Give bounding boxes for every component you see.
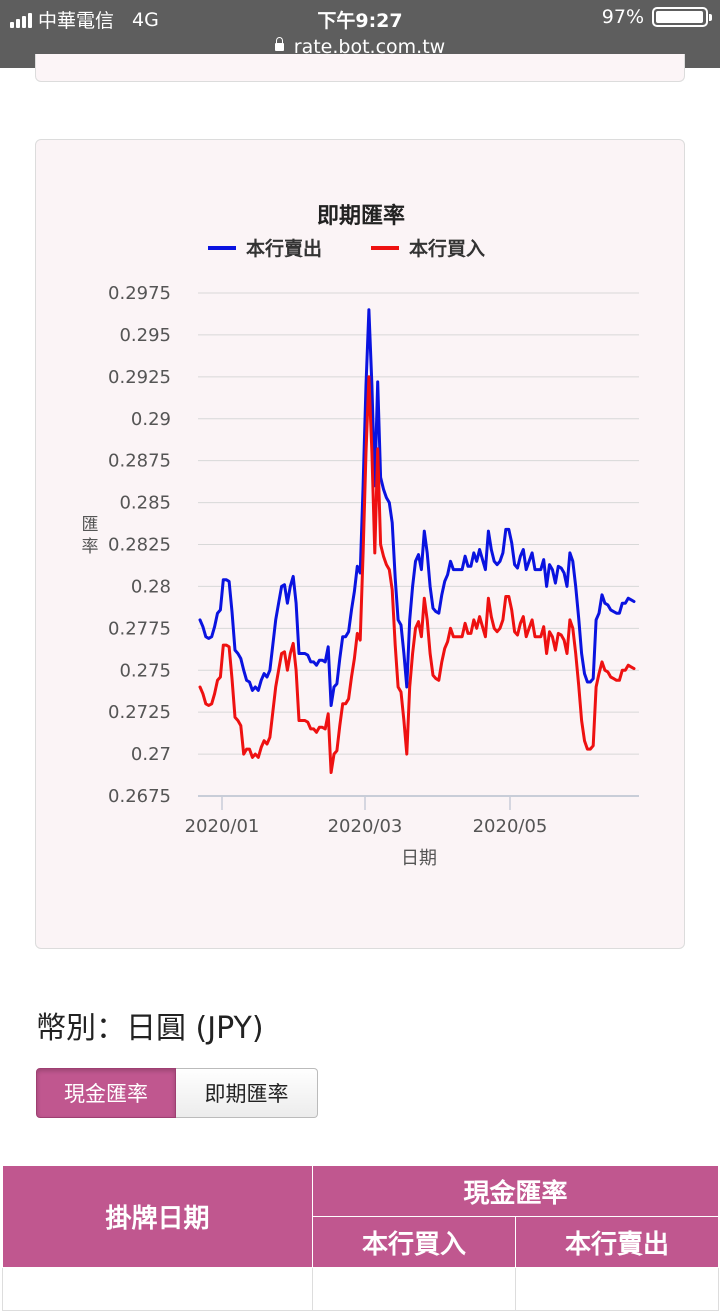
clock: 下午9:27 xyxy=(317,10,403,32)
y-tick-label: 0.27 xyxy=(131,744,171,765)
legend-label-1: 本行賣出 xyxy=(246,237,322,260)
x-tick-label: 2020/05 xyxy=(473,816,548,837)
address-bar[interactable]: rate.bot.com.tw xyxy=(0,36,720,58)
url-text: rate.bot.com.tw xyxy=(293,36,446,58)
y-tick-label: 0.2825 xyxy=(108,535,171,556)
y-tick-label: 0.2875 xyxy=(108,451,171,472)
y-tick-label: 0.2675 xyxy=(108,786,171,807)
battery-icon xyxy=(652,7,712,27)
y-tick-label: 0.275 xyxy=(119,660,171,681)
signal-icon xyxy=(10,12,32,28)
x-axis-label: 日期 xyxy=(401,848,437,869)
previous-card-bottom xyxy=(35,54,685,82)
rate-type-toggle: 現金匯率 即期匯率 xyxy=(36,1068,318,1118)
y-tick-label: 0.2725 xyxy=(108,702,171,723)
y-tick-label: 0.2975 xyxy=(108,283,171,304)
y-tick-label: 0.29 xyxy=(131,409,171,430)
x-tick-label: 2020/01 xyxy=(185,816,260,837)
y-axis-label: 匯率 xyxy=(82,515,99,557)
rates-table: 掛牌日期 現金匯率 本行買入 本行賣出 xyxy=(2,1165,720,1311)
series-line-1 xyxy=(198,308,636,707)
battery-status: 97% xyxy=(601,6,712,28)
carrier: 中華電信 4G xyxy=(10,6,159,33)
battery-fill xyxy=(656,11,703,23)
lock-icon xyxy=(274,36,284,51)
spot-rate-button[interactable]: 即期匯率 xyxy=(176,1068,318,1118)
x-tick-label: 2020/03 xyxy=(328,816,403,837)
y-tick-label: 0.285 xyxy=(119,493,171,514)
chart-card: 即期匯率本行賣出 本行買入 0.2975 0.295 0.2925 0.29 0.2875 0… xyxy=(35,139,685,949)
cash-rate-button[interactable]: 現金匯率 xyxy=(36,1068,176,1118)
chart-title: 即期匯率 xyxy=(317,203,405,229)
y-tick-label: 0.28 xyxy=(131,576,171,597)
date-column-header: 掛牌日期 xyxy=(2,1165,313,1268)
carrier-name: 中華電信 xyxy=(38,10,115,32)
legend-label-2: 本行買入 xyxy=(409,237,485,260)
y-tick-label: 0.2775 xyxy=(108,618,171,639)
series-line-2 xyxy=(198,375,636,774)
sell-column-header: 本行賣出 xyxy=(514,1216,720,1268)
currency-label: 幣別：日圓 (JPY) xyxy=(36,1011,264,1046)
battery-percent: 97% xyxy=(601,6,644,28)
table-row xyxy=(2,1267,720,1311)
network-type: 4G xyxy=(132,8,159,31)
y-tick-label: 0.2925 xyxy=(108,367,171,388)
buy-column-header: 本行買入 xyxy=(312,1216,516,1268)
cash-rate-group-header: 現金匯率 xyxy=(311,1165,720,1217)
y-tick-label: 0.295 xyxy=(119,325,171,346)
